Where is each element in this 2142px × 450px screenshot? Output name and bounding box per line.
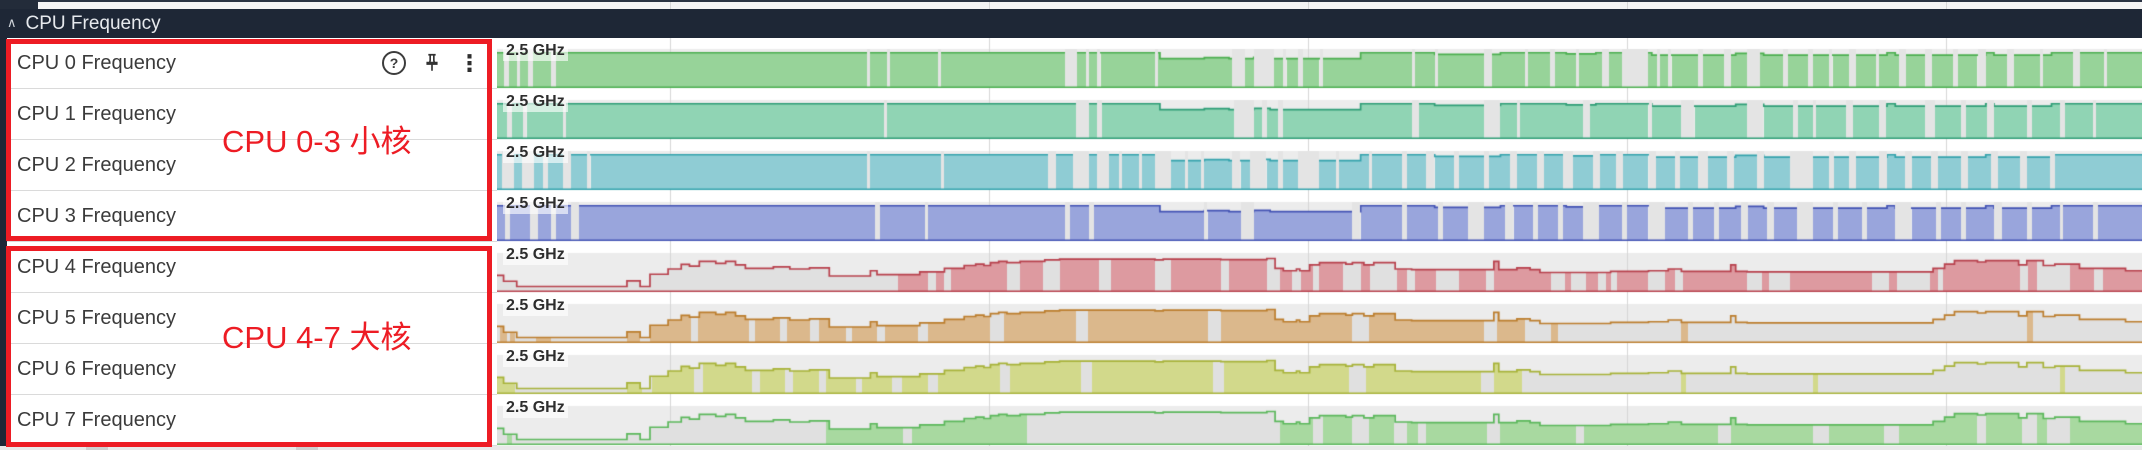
track-label-text: CPU 1 Frequency — [17, 102, 176, 125]
timeline-gridline — [1627, 2, 1628, 11]
group-indicator-strip — [0, 38, 7, 446]
frequency-waveform[interactable] — [497, 395, 2142, 446]
frequency-waveform[interactable] — [497, 140, 2142, 191]
track-label-text: CPU 5 Frequency — [17, 306, 176, 329]
track-chart-area[interactable]: 2.5 GHz — [497, 293, 2142, 344]
track-controls: ? ⋮ — [382, 51, 481, 75]
frequency-waveform[interactable] — [497, 344, 2142, 395]
track-row: CPU 2 Frequency 2.5 GHz — [7, 140, 2142, 191]
track-label[interactable]: CPU 3 Frequency — [7, 191, 497, 242]
track-group-body: CPU 0 Frequency? ⋮ 2.5 GHz CPU 1 Frequency 2… — [0, 38, 2142, 446]
previous-track-sliver — [0, 0, 2142, 11]
track-label-text: CPU 2 Frequency — [17, 153, 176, 176]
track-label-text: CPU 3 Frequency — [17, 204, 176, 227]
timeline-gridline — [1946, 2, 1947, 11]
pin-icon[interactable] — [421, 52, 443, 74]
collapse-chevron-icon[interactable]: ∧ — [7, 14, 17, 30]
freq-scale-label: 2.5 GHz — [503, 245, 568, 265]
help-icon[interactable]: ? — [382, 51, 406, 75]
freq-scale-label: 2.5 GHz — [503, 194, 568, 214]
frequency-waveform[interactable] — [497, 89, 2142, 140]
freq-scale-label: 2.5 GHz — [503, 41, 568, 61]
track-label[interactable]: CPU 1 Frequency — [7, 89, 497, 140]
track-chart-area[interactable]: 2.5 GHz — [497, 140, 2142, 191]
track-group-title: CPU Frequency — [25, 12, 161, 34]
next-track-peek — [86, 446, 108, 450]
track-chart-area[interactable]: 2.5 GHz — [497, 242, 2142, 293]
frequency-waveform[interactable] — [497, 191, 2142, 242]
track-label[interactable]: CPU 5 Frequency — [7, 293, 497, 344]
track-chart-area[interactable]: 2.5 GHz — [497, 344, 2142, 395]
frequency-waveform[interactable] — [497, 242, 2142, 293]
track-row: CPU 0 Frequency? ⋮ 2.5 GHz — [7, 38, 2142, 89]
next-track-sliver — [0, 446, 2142, 450]
freq-scale-label: 2.5 GHz — [503, 143, 568, 163]
frequency-waveform[interactable] — [497, 293, 2142, 344]
track-chart-area[interactable]: 2.5 GHz — [497, 38, 2142, 89]
track-row: CPU 1 Frequency 2.5 GHz — [7, 89, 2142, 140]
track-row: CPU 4 Frequency 2.5 GHz — [7, 242, 2142, 293]
track-label-text: CPU 4 Frequency — [17, 255, 176, 278]
previous-track-dark-block — [0, 0, 38, 9]
track-row: CPU 6 Frequency 2.5 GHz — [7, 344, 2142, 395]
track-chart-area[interactable]: 2.5 GHz — [497, 191, 2142, 242]
track-label-text: CPU 0 Frequency — [17, 51, 176, 74]
freq-scale-label: 2.5 GHz — [503, 92, 568, 112]
next-track-peek — [296, 446, 318, 450]
track-row: CPU 5 Frequency 2.5 GHz — [7, 293, 2142, 344]
track-row: CPU 3 Frequency 2.5 GHz — [7, 191, 2142, 242]
freq-scale-label: 2.5 GHz — [503, 398, 568, 418]
timeline-gridline — [670, 2, 671, 11]
timeline-gridline — [989, 2, 990, 11]
track-label[interactable]: CPU 2 Frequency — [7, 140, 497, 191]
track-row: CPU 7 Frequency 2.5 GHz — [7, 395, 2142, 446]
track-label[interactable]: CPU 6 Frequency — [7, 344, 497, 395]
track-label[interactable]: CPU 0 Frequency? ⋮ — [7, 38, 497, 89]
track-label-text: CPU 7 Frequency — [17, 408, 176, 431]
track-rows: CPU 0 Frequency? ⋮ 2.5 GHz CPU 1 Frequency 2… — [7, 38, 2142, 446]
freq-scale-label: 2.5 GHz — [503, 347, 568, 367]
track-chart-area[interactable]: 2.5 GHz — [497, 89, 2142, 140]
track-chart-area[interactable]: 2.5 GHz — [497, 395, 2142, 446]
kebab-menu-icon[interactable]: ⋮ — [458, 50, 481, 76]
track-label-text: CPU 6 Frequency — [17, 357, 176, 380]
track-label[interactable]: CPU 7 Frequency — [7, 395, 497, 446]
track-label[interactable]: CPU 4 Frequency — [7, 242, 497, 293]
frequency-waveform[interactable] — [497, 38, 2142, 89]
track-group-header[interactable]: ∧ CPU Frequency — [0, 9, 2142, 38]
timeline-gridline — [1308, 2, 1309, 11]
freq-scale-label: 2.5 GHz — [503, 296, 568, 316]
